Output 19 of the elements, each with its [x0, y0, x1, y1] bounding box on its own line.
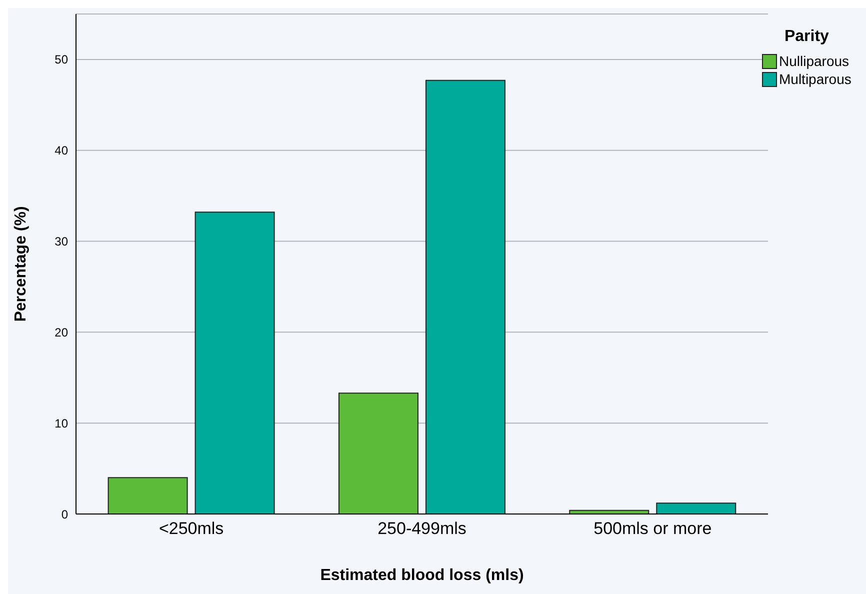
- legend-label: Nulliparous: [779, 53, 850, 69]
- y-tick-label: 50: [54, 52, 68, 67]
- legend-label: Multiparous: [779, 71, 852, 87]
- bar: [425, 80, 506, 514]
- y-tick-label: 10: [54, 416, 68, 430]
- x-tick-label: <250mls: [158, 519, 224, 538]
- x-tick-label: 250-499mls: [378, 519, 466, 538]
- x-tick-label: 500mls or more: [594, 519, 712, 538]
- y-tick-label: 40: [54, 144, 68, 158]
- y-axis-title: Percentage (%): [12, 206, 30, 322]
- bar: [338, 392, 418, 514]
- x-axis-title: Estimated blood loss (mls): [320, 567, 524, 584]
- bar: [194, 212, 275, 514]
- bar: [656, 502, 736, 514]
- y-tick-label: 30: [54, 234, 68, 249]
- y-tick-label: 20: [54, 325, 68, 340]
- legend-title: Parity: [783, 28, 830, 46]
- bar: [108, 477, 188, 514]
- y-tick-label: 0: [61, 507, 68, 522]
